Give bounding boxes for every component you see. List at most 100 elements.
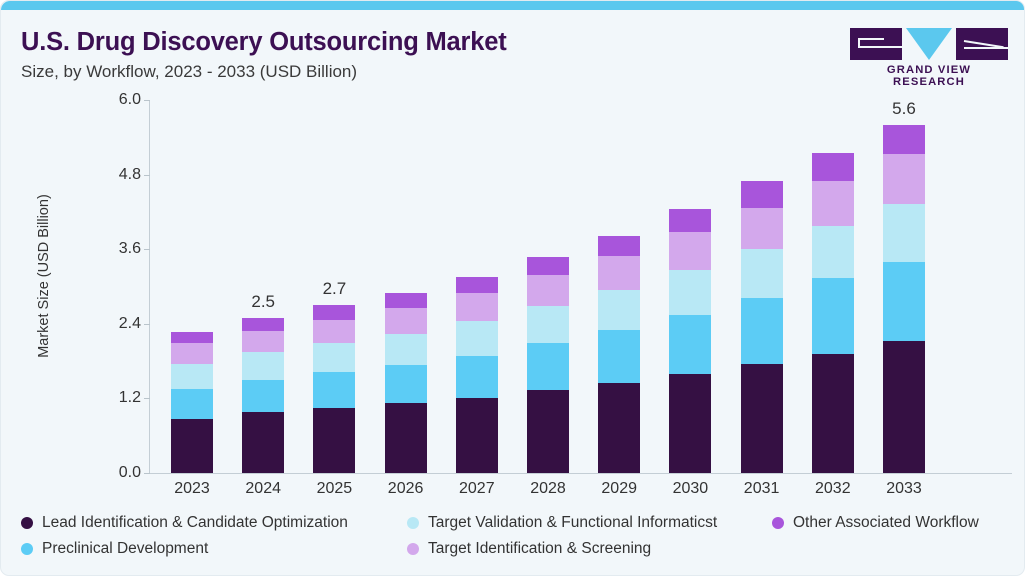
bar-segment[interactable] bbox=[598, 235, 641, 257]
bar-segment[interactable] bbox=[242, 352, 285, 380]
chart-legend: Lead Identification & Candidate Optimiza… bbox=[1, 510, 1024, 572]
x-tick-label: 2031 bbox=[743, 480, 780, 497]
bar-segment[interactable] bbox=[883, 124, 925, 155]
legend-item[interactable]: Lead Identification & Candidate Optimiza… bbox=[21, 514, 348, 532]
bar-segment[interactable] bbox=[883, 341, 925, 473]
bar-segment[interactable] bbox=[313, 407, 356, 473]
bar-segment[interactable] bbox=[527, 275, 569, 306]
bar-segment[interactable] bbox=[740, 208, 783, 250]
bar-group[interactable] bbox=[527, 256, 569, 473]
bar-segment[interactable] bbox=[527, 343, 569, 391]
bar-segment[interactable] bbox=[455, 355, 498, 398]
page-subtitle: Size, by Workflow, 2023 - 2033 (USD Bill… bbox=[21, 62, 358, 81]
y-tick-label: 1.2 bbox=[118, 389, 141, 407]
bar-segment[interactable] bbox=[740, 249, 783, 298]
bar-segment[interactable] bbox=[669, 208, 712, 233]
bar-group[interactable]: 2.7 bbox=[313, 279, 356, 473]
bar-segment[interactable] bbox=[313, 343, 356, 373]
y-tick-mark bbox=[144, 249, 150, 251]
bar-segment[interactable] bbox=[171, 363, 213, 390]
bar-segment[interactable] bbox=[598, 330, 641, 383]
bar-group[interactable]: 2.5 bbox=[242, 292, 285, 473]
bar-segment[interactable] bbox=[384, 308, 427, 334]
bar-segment[interactable] bbox=[171, 389, 213, 419]
x-tick-label: 2033 bbox=[886, 480, 922, 497]
accent-topbar bbox=[1, 1, 1024, 10]
y-tick-mark bbox=[144, 323, 150, 325]
bar-segment[interactable] bbox=[384, 333, 427, 365]
bar-segment[interactable] bbox=[171, 343, 213, 364]
bar-segment[interactable] bbox=[883, 203, 925, 262]
legend-item[interactable]: Target Identification & Screening bbox=[407, 540, 651, 558]
bar-segment[interactable] bbox=[527, 305, 569, 344]
bar-segment[interactable] bbox=[242, 317, 285, 331]
x-tick-label: 2027 bbox=[459, 480, 495, 497]
bar-segment[interactable] bbox=[313, 319, 356, 344]
bar-segment[interactable] bbox=[811, 226, 854, 278]
y-tick-mark bbox=[144, 473, 150, 474]
bar-segment[interactable] bbox=[811, 152, 854, 181]
bar-group[interactable] bbox=[669, 208, 712, 473]
y-tick-label: 3.6 bbox=[118, 240, 141, 258]
bar-segment[interactable] bbox=[883, 261, 925, 342]
y-axis-title: Market Size (USD Billion) bbox=[36, 194, 52, 358]
bar-group[interactable] bbox=[455, 276, 498, 473]
y-tick-label: 4.8 bbox=[118, 165, 141, 183]
legend-label: Target Identification & Screening bbox=[428, 540, 652, 557]
bar-segment[interactable] bbox=[455, 321, 498, 356]
bar-segment[interactable] bbox=[811, 353, 854, 473]
bar-group[interactable]: 5.6 bbox=[883, 99, 925, 473]
legend-item[interactable]: Preclinical Development bbox=[21, 540, 208, 558]
bar-segment[interactable] bbox=[455, 293, 498, 322]
bar-segment[interactable] bbox=[171, 418, 213, 473]
bar-group[interactable] bbox=[171, 331, 213, 473]
bar-segment[interactable] bbox=[242, 330, 285, 353]
bar-segment[interactable] bbox=[527, 390, 569, 473]
bar-segment[interactable] bbox=[811, 180, 854, 227]
bar-segment[interactable] bbox=[171, 331, 213, 344]
bar-segment[interactable] bbox=[883, 154, 925, 204]
bar-segment[interactable] bbox=[598, 289, 641, 331]
bar-segment[interactable] bbox=[598, 382, 641, 473]
x-tick-label: 2026 bbox=[387, 480, 424, 497]
bar-segment[interactable] bbox=[811, 277, 854, 354]
bar-segment[interactable] bbox=[598, 256, 641, 290]
page-title: U.S. Drug Discovery Outsourcing Market bbox=[21, 28, 507, 56]
logo-left-block-icon bbox=[850, 28, 902, 60]
bar-segment[interactable] bbox=[242, 412, 285, 473]
bar-segment[interactable] bbox=[313, 305, 356, 320]
bar-segment[interactable] bbox=[669, 232, 712, 270]
legend-item[interactable]: Target Validation & Functional Informati… bbox=[407, 514, 717, 532]
bar-segment[interactable] bbox=[740, 297, 783, 365]
bar-segment[interactable] bbox=[384, 364, 427, 404]
x-tick-label: 2030 bbox=[672, 480, 709, 497]
x-tick-label: 2029 bbox=[601, 480, 637, 497]
legend-item[interactable]: Other Associated Workflow bbox=[772, 514, 979, 532]
bar-segment[interactable] bbox=[455, 397, 498, 473]
bar-value-label: 5.6 bbox=[892, 98, 916, 118]
x-tick-label: 2028 bbox=[530, 480, 566, 497]
bar-segment[interactable] bbox=[669, 373, 712, 473]
bar-segment[interactable] bbox=[242, 379, 285, 413]
legend-color-swatch-icon bbox=[21, 517, 33, 529]
bar-group[interactable] bbox=[740, 180, 783, 473]
bar-segment[interactable] bbox=[384, 292, 427, 309]
bar-group[interactable] bbox=[384, 292, 427, 473]
legend-color-swatch-icon bbox=[407, 517, 419, 529]
bar-segment[interactable] bbox=[740, 364, 783, 473]
bar-segment[interactable] bbox=[384, 403, 427, 473]
x-tick-label: 2023 bbox=[174, 480, 210, 497]
bar-segment[interactable] bbox=[455, 276, 498, 294]
bar-group[interactable] bbox=[811, 152, 854, 473]
bar-segment[interactable] bbox=[313, 372, 356, 408]
brand-logo: GRAND VIEW RESEARCH bbox=[850, 28, 1008, 88]
bar-segment[interactable] bbox=[740, 180, 783, 209]
bar-value-label: 2.5 bbox=[251, 291, 276, 311]
bar-segment[interactable] bbox=[669, 269, 712, 315]
bar-segment[interactable] bbox=[527, 256, 569, 276]
bar-segment[interactable] bbox=[669, 314, 712, 374]
bar-value-label: 2.7 bbox=[322, 279, 347, 299]
logo-triangle-icon bbox=[906, 28, 952, 60]
y-tick-label: 0.0 bbox=[118, 464, 141, 481]
bar-group[interactable] bbox=[598, 235, 641, 473]
